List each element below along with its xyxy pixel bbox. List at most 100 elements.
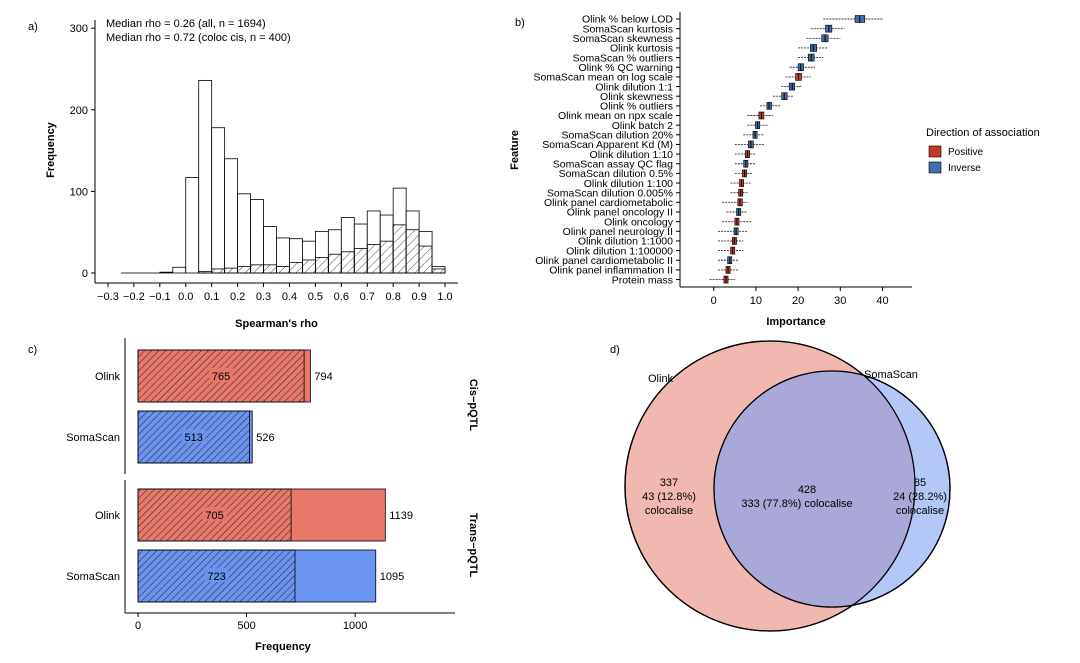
histogram-bar-coloc bbox=[224, 267, 239, 274]
venn-left-count: 337 bbox=[660, 477, 678, 489]
histogram-bar-coloc bbox=[327, 253, 342, 274]
x-axis-title: Importance bbox=[766, 316, 825, 328]
bar-category-label: SomaScan bbox=[66, 571, 120, 583]
histogram-bar-coloc bbox=[211, 268, 226, 274]
x-tick-label: 30 bbox=[834, 295, 846, 307]
venn-olink-outline bbox=[624, 340, 916, 632]
histogram-bar-coloc bbox=[366, 244, 381, 274]
histogram-bar-coloc bbox=[340, 251, 355, 274]
x-tick-label: 0.8 bbox=[386, 291, 401, 303]
bar-hatched-value: 705 bbox=[205, 510, 223, 522]
venn-overlap-count: 428 bbox=[798, 484, 816, 496]
x-tick-label: 0.0 bbox=[178, 291, 193, 303]
x-tick-label: 0 bbox=[135, 620, 141, 632]
feature-label: Olink % below LOD bbox=[582, 14, 673, 26]
feature-label: Olink skewness bbox=[600, 91, 673, 103]
x-tick-label: 0.4 bbox=[282, 291, 297, 303]
x-tick-label: 0.9 bbox=[411, 291, 426, 303]
histogram-bar-all bbox=[198, 79, 213, 274]
x-tick-label: −0.1 bbox=[149, 291, 171, 303]
x-tick-label: 1.0 bbox=[437, 291, 452, 303]
x-tick-label: 1000 bbox=[343, 620, 367, 632]
histogram-bar-coloc bbox=[237, 266, 251, 274]
y-axis-title: Feature bbox=[509, 130, 521, 170]
feature-label: Olink panel cardiometabolic bbox=[544, 197, 673, 209]
bar-inner-label-bg bbox=[204, 568, 229, 582]
histogram-bar-coloc bbox=[198, 270, 213, 274]
y-axis-title: Frequency bbox=[45, 121, 57, 178]
panel-label-b: b) bbox=[515, 17, 525, 29]
facet-label-trans: Trans−pQTL bbox=[467, 513, 479, 578]
histogram-bar-coloc bbox=[353, 248, 368, 274]
x-tick-label: 0.7 bbox=[360, 291, 375, 303]
bar-inner-label-bg bbox=[202, 507, 227, 521]
venn-left-word: colocalise bbox=[645, 505, 693, 517]
feature-label: SomaScan assay QC flag bbox=[553, 158, 673, 170]
histogram-bar-coloc bbox=[418, 245, 433, 274]
y-tick-label: 0 bbox=[82, 268, 88, 280]
annotation-median-all: Median rho = 0.26 (all, n = 1694) bbox=[106, 18, 266, 30]
feature-label: SomaScan kurtosis bbox=[583, 23, 673, 35]
histogram-bar-coloc bbox=[276, 266, 290, 274]
x-tick-label: 0 bbox=[711, 295, 717, 307]
legend-swatch bbox=[928, 161, 942, 174]
histogram-bar-all bbox=[224, 158, 239, 274]
x-axis-title: Spearman's rho bbox=[235, 318, 318, 330]
bar-category-label: Olink bbox=[95, 510, 121, 522]
x-tick-label: 40 bbox=[876, 295, 888, 307]
feature-label: Olink oncology bbox=[604, 216, 674, 228]
feature-label: Olink % outliers bbox=[600, 101, 673, 113]
feature-label: Olink dilution 1:100000 bbox=[566, 245, 673, 257]
feature-label: SomaScan dilution 0.5% bbox=[559, 168, 673, 180]
venn-right-coloc: 24 (28.2%) bbox=[893, 491, 947, 503]
panel-label-a: a) bbox=[28, 21, 38, 33]
bar-total-value: 794 bbox=[314, 371, 332, 383]
pqtl-bar-panel: c) 765 794 Olink 513 526 SomaScan 705 1139 Olink… bbox=[28, 338, 479, 653]
x-tick-label: 10 bbox=[750, 295, 762, 307]
x-tick-label: 0.2 bbox=[230, 291, 245, 303]
legend-swatch bbox=[928, 145, 942, 158]
venn-overlap-coloc: 333 (77.8%) colocalise bbox=[741, 498, 852, 510]
venn-overlap-region bbox=[714, 371, 915, 607]
feature-label: SomaScan dilution 20% bbox=[562, 130, 674, 142]
bar-hatched-value: 513 bbox=[185, 432, 203, 444]
feature-label: Olink panel neurology II bbox=[563, 226, 673, 238]
histogram-bar-coloc bbox=[314, 257, 329, 274]
feature-label: Olink dilution 1:10 bbox=[590, 149, 674, 161]
histogram-bar-coloc bbox=[392, 224, 407, 274]
feature-label: Olink % QC warning bbox=[578, 62, 673, 74]
bar-category-label: SomaScan bbox=[66, 432, 120, 444]
histogram-bar-all bbox=[237, 193, 251, 274]
feature-label: Olink mean on npx scale bbox=[558, 110, 673, 122]
histogram-bar-coloc bbox=[431, 268, 446, 274]
feature-label: Olink dilution 1:1 bbox=[595, 81, 673, 93]
venn-right-word: colocalise bbox=[896, 505, 944, 517]
y-tick-label: 200 bbox=[70, 105, 88, 117]
legend-title: Direction of association bbox=[926, 127, 1040, 139]
histogram-bar-coloc bbox=[379, 240, 394, 274]
feature-label: Olink batch 2 bbox=[612, 120, 673, 132]
histogram-bar-all bbox=[159, 271, 174, 274]
x-tick-label: 20 bbox=[792, 295, 804, 307]
y-tick-label: 300 bbox=[70, 23, 88, 35]
histogram-bar-all bbox=[185, 177, 200, 274]
venn-olink-label: Olink bbox=[648, 373, 674, 385]
histogram-bar-coloc bbox=[405, 229, 420, 274]
bar-total-value: 526 bbox=[256, 432, 274, 444]
feature-label: SomaScan % outliers bbox=[573, 52, 673, 64]
bar-total-value: 1139 bbox=[389, 510, 413, 522]
feature-label: SomaScan skewness bbox=[573, 33, 673, 45]
panel-label-d: d) bbox=[610, 344, 620, 356]
feature-label: Olink panel inflammation II bbox=[549, 265, 673, 277]
histogram-bar-coloc bbox=[289, 261, 303, 274]
histogram-bar-coloc bbox=[250, 264, 264, 274]
bar-hatched-value: 723 bbox=[207, 571, 225, 583]
histogram-bar-all bbox=[250, 199, 264, 274]
bar-inner-label-bg bbox=[181, 429, 206, 443]
histogram-bar-coloc bbox=[302, 259, 316, 274]
feature-label: Protein mass bbox=[612, 274, 673, 286]
histogram-panel: a) Median rho = 0.26 (all, n = 1694) Med… bbox=[28, 18, 458, 330]
histogram-bar-all bbox=[172, 266, 187, 274]
